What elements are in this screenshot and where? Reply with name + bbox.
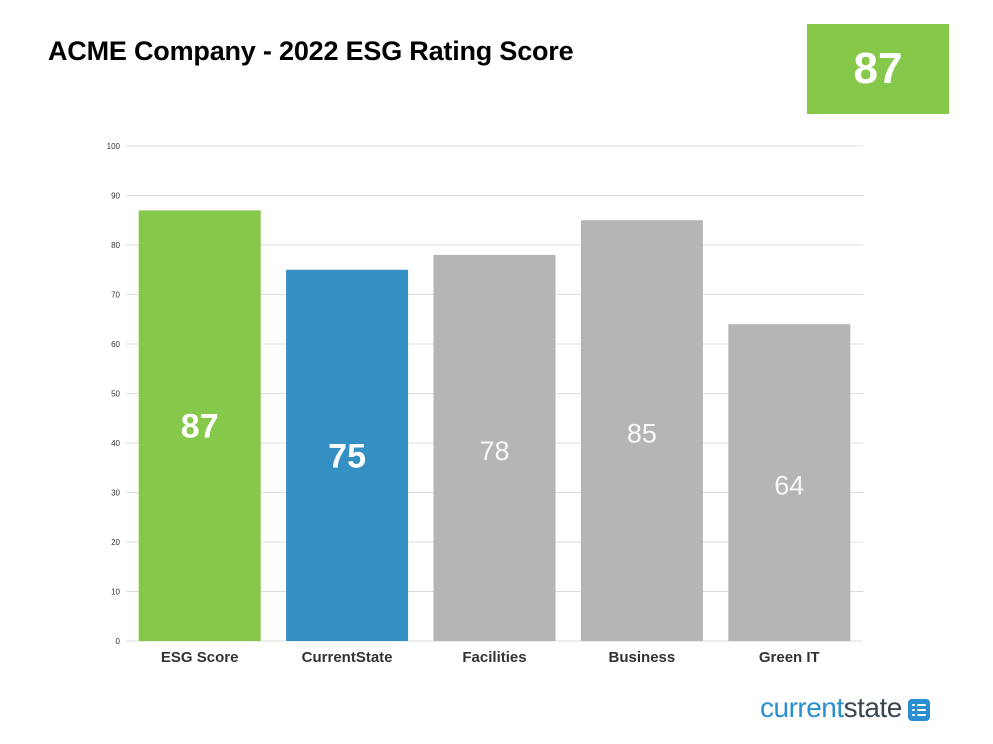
bar-data-labels: 87 75 78 85 64 bbox=[181, 408, 805, 501]
y-tick-label-100: 100 bbox=[107, 142, 121, 151]
bar-esg-score bbox=[138, 210, 261, 641]
y-tick-label-10: 10 bbox=[111, 588, 120, 597]
score-badge: 87 bbox=[807, 24, 949, 114]
y-axis-ticks: 0 10 20 30 40 50 60 70 80 90 100 bbox=[107, 142, 121, 646]
brand-word-state: state bbox=[843, 692, 903, 723]
bar-business bbox=[580, 220, 703, 641]
page-title: ACME Company - 2022 ESG Rating Score bbox=[48, 36, 574, 66]
data-label-facilities: 78 bbox=[479, 436, 509, 466]
data-label-green-it: 64 bbox=[774, 471, 804, 501]
y-tick-label-20: 20 bbox=[111, 538, 120, 547]
y-tick-label-60: 60 bbox=[111, 340, 120, 349]
data-label-business: 85 bbox=[627, 419, 657, 449]
data-label-esg-score: 87 bbox=[181, 408, 219, 446]
y-tick-label-0: 0 bbox=[116, 637, 121, 646]
brand-word-current: current bbox=[760, 692, 844, 723]
brand-wordmark: currentstate bbox=[760, 694, 902, 722]
x-tick-label-green-it: Green IT bbox=[759, 649, 820, 666]
chart-bars bbox=[138, 210, 851, 641]
y-tick-label-30: 30 bbox=[111, 489, 120, 498]
x-tick-label-currentstate: CurrentState bbox=[302, 649, 393, 666]
y-tick-label-70: 70 bbox=[111, 291, 120, 300]
x-tick-label-business: Business bbox=[609, 649, 676, 666]
list-icon bbox=[907, 698, 930, 721]
bar-currentstate bbox=[286, 269, 409, 641]
currentstate-logo: currentstate bbox=[760, 688, 930, 728]
x-tick-label-facilities: Facilities bbox=[462, 649, 526, 666]
y-tick-label-40: 40 bbox=[111, 439, 120, 448]
x-axis-ticks: ESG Score CurrentState Facilities Business G… bbox=[161, 649, 820, 666]
bar-green-it bbox=[728, 324, 851, 641]
data-label-currentstate: 75 bbox=[328, 437, 366, 475]
y-tick-label-90: 90 bbox=[111, 192, 120, 201]
y-tick-label-50: 50 bbox=[111, 390, 120, 399]
bar-facilities bbox=[433, 254, 556, 641]
y-tick-label-80: 80 bbox=[111, 241, 120, 250]
x-tick-label-esg-score: ESG Score bbox=[161, 649, 239, 666]
